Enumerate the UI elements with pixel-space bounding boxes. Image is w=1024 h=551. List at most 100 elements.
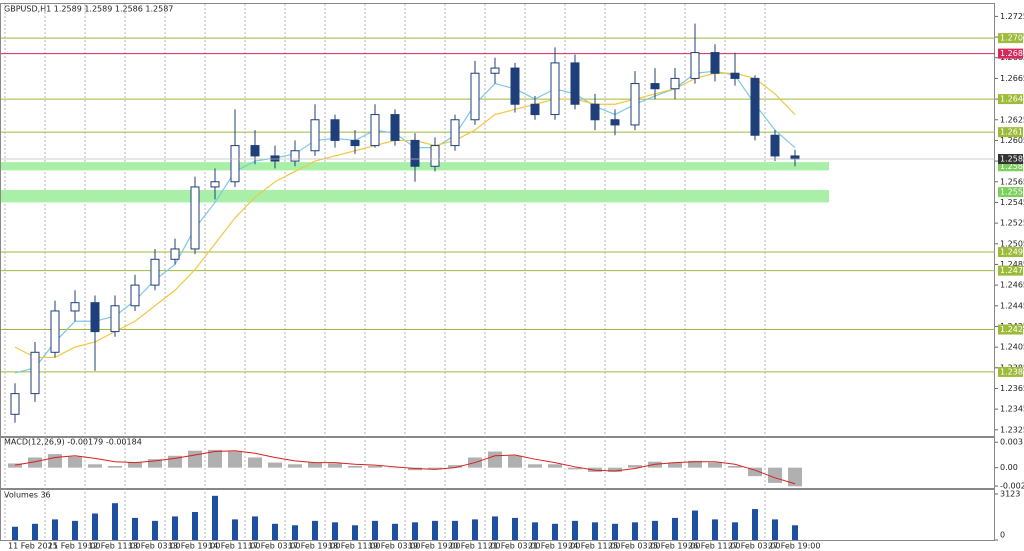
volume-bar (232, 519, 238, 540)
x-tick-label: 25 Feb 03:00 (608, 542, 660, 551)
moving-average (14, 72, 796, 359)
volume-bar (792, 525, 798, 540)
candle-body (230, 145, 240, 183)
x-tick-label: 17 Feb 03:00 (248, 542, 300, 551)
volume-bar (592, 522, 598, 540)
y-tick-label: 1.2625 (1000, 115, 1024, 124)
level-box (998, 247, 1023, 258)
y-tick-label: 0 (1000, 531, 1005, 540)
y-tick-label: 1.2445 (1000, 301, 1024, 310)
candle-body (730, 72, 740, 79)
level-box (998, 127, 1023, 138)
macd-bar (268, 462, 282, 468)
y-tick-label: 1.2665 (1000, 74, 1024, 83)
y-tick-label: 0.00 (1000, 463, 1018, 472)
volume-frame (0, 489, 995, 541)
x-tick-label: 13 Feb 03:00 (128, 542, 180, 551)
candle-body (790, 155, 800, 160)
zone-price-box (998, 187, 1023, 198)
volume-bar (612, 523, 618, 540)
y-tick-label: 1.2565 (1000, 177, 1024, 186)
level-box (998, 94, 1023, 105)
macd-bar (308, 462, 322, 468)
x-tick-label: 12 Feb 11:00 (88, 542, 140, 551)
chart-title: GBPUSD,H1 1.2589 1.2589 1.2586 1.2587 (4, 5, 173, 14)
volume-bar (172, 516, 178, 540)
volume-bar (552, 523, 558, 540)
macd-bar (248, 457, 262, 468)
macd-bar (168, 455, 182, 468)
volume-bar (512, 517, 518, 540)
candle-body (170, 248, 180, 260)
volume-bar (132, 517, 138, 540)
macd-bar (708, 462, 722, 468)
macd-bar (428, 467, 442, 470)
candle-body (270, 155, 280, 162)
x-tick-label: 13 Feb 19:00 (168, 542, 220, 551)
x-tick-label: 19 Feb 03:00 (368, 542, 420, 551)
volume-bar (112, 503, 118, 540)
volume-bar (572, 520, 578, 540)
y-tick-label: 3123 (1000, 490, 1020, 499)
macd-bar (488, 451, 502, 468)
macd-bar (28, 457, 42, 468)
macd-title: MACD(12,26,9) -0.00179 -0.00184 (4, 438, 142, 447)
x-tick-label: 21 Feb 19:00 (528, 542, 580, 551)
y-tick-label: 1.2525 (1000, 219, 1024, 228)
level-label: 1.2479 (1000, 266, 1024, 275)
candle-body (750, 77, 760, 136)
x-tick-label: 11 Feb 19:00 (48, 542, 100, 551)
macd-bar (108, 465, 122, 468)
candle-body (430, 145, 440, 167)
macd-bar (788, 467, 802, 487)
volume-bar (152, 520, 158, 540)
volume-bar (252, 516, 258, 540)
macd-bar (288, 464, 302, 468)
candle-body (510, 67, 520, 105)
candle-body (570, 62, 580, 105)
zone (1, 190, 829, 203)
candle-body (550, 62, 560, 116)
candle-body (370, 114, 380, 147)
candle-body (150, 258, 160, 286)
y-tick-label: -0.00217 (1000, 482, 1024, 491)
macd-bar (148, 459, 162, 468)
macd-bar (448, 465, 462, 468)
macd-bar (748, 467, 762, 477)
candle-body (350, 139, 360, 147)
volume-bar (292, 525, 298, 540)
candle-body (670, 77, 680, 90)
price-frame (0, 3, 995, 437)
volume-bar (752, 509, 758, 540)
candle-body (10, 393, 20, 415)
volume-bar (72, 520, 78, 540)
candle-body (210, 181, 220, 188)
candle-body (630, 83, 640, 126)
candle-body (190, 186, 200, 250)
macd-bar (8, 463, 22, 468)
macd-bar (528, 464, 542, 468)
volume-bar (52, 519, 58, 540)
candle-body (290, 150, 300, 162)
candle-body (410, 139, 420, 167)
volume-bar (372, 520, 378, 540)
candle-body (590, 103, 600, 121)
candle-body (690, 52, 700, 79)
volume-bar (212, 495, 218, 540)
level-label: 1.2613 (1000, 128, 1024, 137)
volume-bar (772, 519, 778, 540)
volume-bar (452, 520, 458, 540)
x-tick-label: 27 Feb 19:00 (768, 542, 820, 551)
level-box (998, 265, 1023, 276)
candle-body (450, 119, 460, 147)
volume-bar (632, 522, 638, 540)
candle-body (250, 145, 260, 157)
macd-bar (688, 460, 702, 468)
macd-bar (508, 455, 522, 468)
x-tick-label: 26 Feb 11:00 (688, 542, 740, 551)
x-tick-label: 27 Feb 03:00 (728, 542, 780, 551)
candle-body (490, 67, 500, 74)
x-tick-label: 18 Feb 11:00 (328, 542, 380, 551)
macd-bar (348, 465, 362, 468)
candle-body (390, 114, 400, 141)
